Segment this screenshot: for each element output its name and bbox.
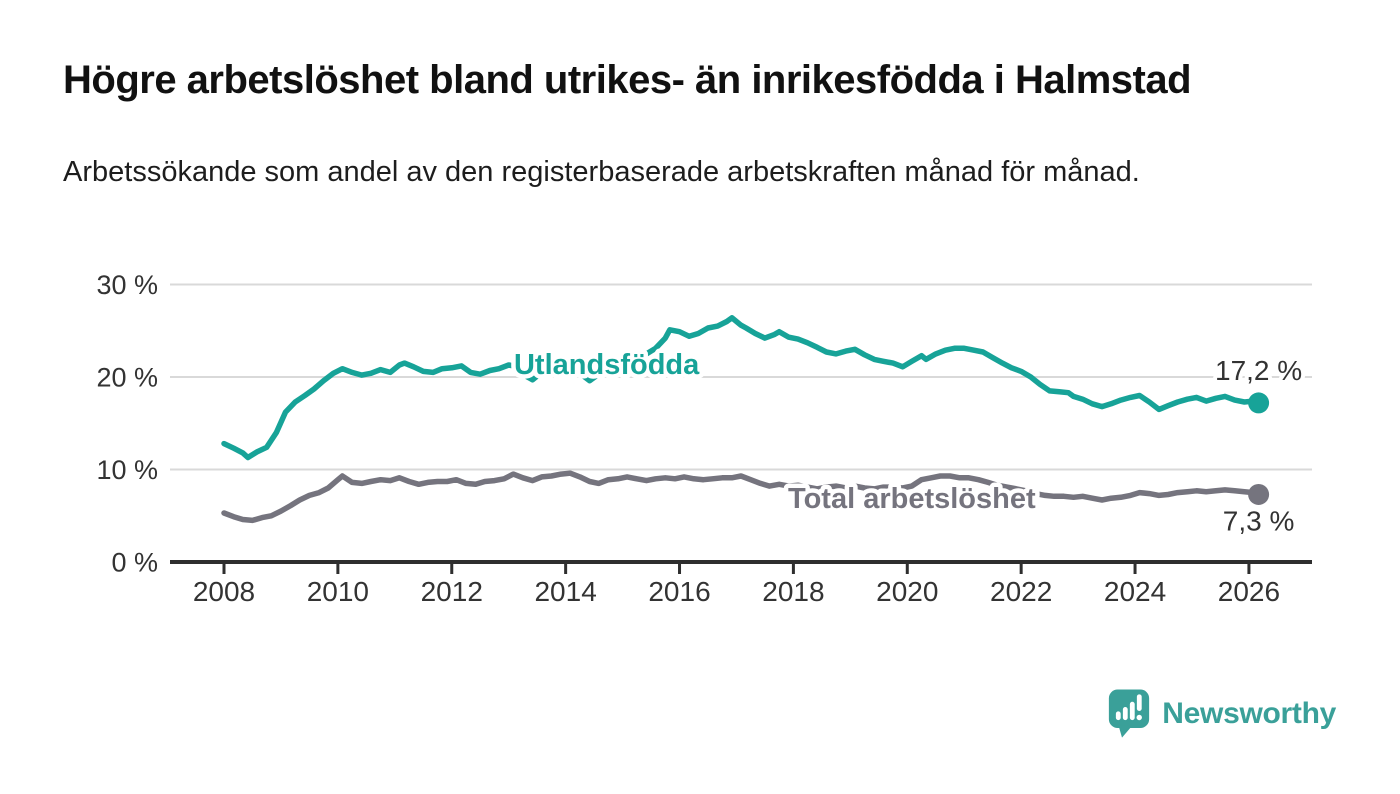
newsworthy-logo: Newsworthy xyxy=(1108,686,1336,742)
x-axis-label-2026: 2026 xyxy=(1218,576,1280,607)
series-label-utlandsfodda: Utlandsfödda xyxy=(514,349,700,381)
y-axis-label-30: 30 % xyxy=(96,270,158,300)
x-axis-label-2022: 2022 xyxy=(990,576,1052,607)
x-axis-label-2016: 2016 xyxy=(648,576,710,607)
x-axis-label-2012: 2012 xyxy=(421,576,483,607)
series-label-total-arbetsloshet: Total arbetslöshet xyxy=(788,483,1036,515)
x-axis-label-2010: 2010 xyxy=(307,576,369,607)
series-end-dot-utlandsfodda xyxy=(1248,392,1270,414)
x-axis-label-2008: 2008 xyxy=(193,576,255,607)
speech-bubble-tail xyxy=(1118,725,1133,738)
series-end-value-utlandsfodda: 17,2 % xyxy=(1215,355,1302,386)
x-axis-label-2020: 2020 xyxy=(876,576,938,607)
series-line-total-arbetsloshet xyxy=(221,470,1262,524)
speech-bubble-shape xyxy=(1109,689,1150,728)
x-axis-label-2018: 2018 xyxy=(762,576,824,607)
bar-chart-glyph xyxy=(1116,694,1143,721)
series-line-utlandsfodda xyxy=(221,315,1262,461)
y-axis-label-20: 20 % xyxy=(96,363,158,393)
newsworthy-icon xyxy=(1109,689,1150,738)
series-end-dot-total-arbetsloshet xyxy=(1248,483,1270,505)
x-axis-label-2014: 2014 xyxy=(534,576,596,607)
x-axis-label-2024: 2024 xyxy=(1104,576,1166,607)
newsworthy-wordmark: Newsworthy xyxy=(1162,697,1336,730)
series-end-value-total-arbetsloshet: 7,3 % xyxy=(1223,505,1295,536)
y-axis-label-10: 10 % xyxy=(96,455,158,485)
chart-subtitle: Arbetssökande som andel av den registerb… xyxy=(63,156,1140,188)
chart-title: Högre arbetslöshet bland utrikes- än inr… xyxy=(63,58,1192,102)
y-axis-label-0: 0 % xyxy=(111,548,158,578)
